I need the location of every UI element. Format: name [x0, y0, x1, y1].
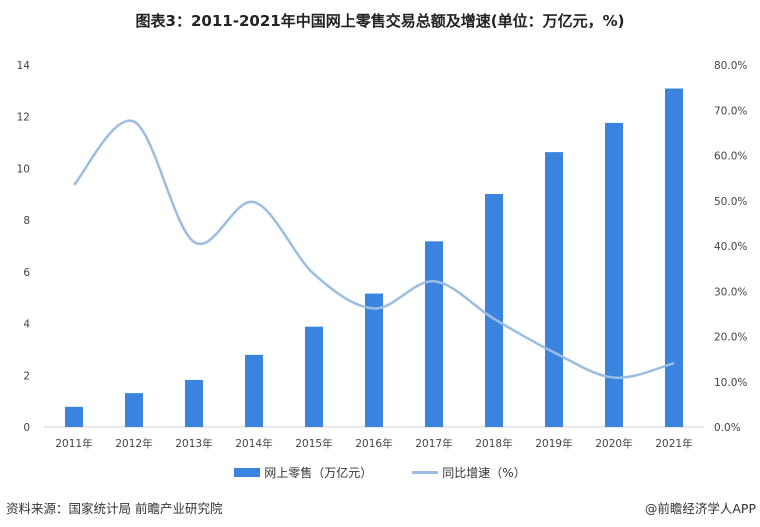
- x-axis-tick: 2016年: [355, 437, 392, 450]
- bar-2020年: [605, 122, 623, 428]
- brand-note: @前瞻经济学人APP: [644, 501, 756, 516]
- left-axis-tick: 4: [23, 319, 30, 331]
- bar-2019年: [545, 152, 563, 428]
- bar-2012年: [125, 393, 143, 427]
- bar-2015年: [305, 326, 323, 427]
- left-axis-tick: 12: [17, 112, 30, 124]
- x-axis-tick: 2019年: [535, 437, 572, 450]
- legend: 网上零售（万亿元） 同比增速（%）: [0, 464, 760, 481]
- x-axis-tick: 2013年: [175, 437, 212, 450]
- legend-label-line: 同比增速（%）: [442, 466, 526, 480]
- legend-item-line: 同比增速（%）: [412, 464, 526, 481]
- right-axis-tick: 60.0%: [714, 151, 747, 163]
- chart: 0 2 4 6 8 10 12 14 0.0% 10.0% 20.0% 30.0% 40.0% 50.0%…: [17, 60, 748, 450]
- left-axis-tick: 0: [23, 422, 30, 434]
- bar-2013年: [185, 379, 203, 427]
- source-note: 资料来源：国家统计局 前瞻产业研究院: [6, 501, 223, 516]
- x-axis-tick: 2015年: [295, 437, 332, 450]
- bar-2018年: [485, 194, 503, 427]
- x-axis-tick: 2017年: [415, 437, 452, 450]
- right-axis-tick: 20.0%: [714, 332, 747, 344]
- legend-item-bar: 网上零售（万亿元）: [234, 464, 372, 481]
- legend-label-bar: 网上零售（万亿元）: [264, 466, 373, 480]
- right-axis-tick: 40.0%: [714, 241, 747, 253]
- bar-2016年: [365, 293, 383, 427]
- left-axis-tick: 8: [23, 215, 30, 227]
- x-axis-tick: 2018年: [475, 437, 512, 450]
- bar-2014年: [245, 354, 263, 427]
- bar-2017年: [425, 241, 443, 427]
- x-axis-tick: 2011年: [55, 437, 92, 450]
- left-axis-tick: 10: [17, 163, 30, 175]
- right-axis-tick: 70.0%: [714, 105, 747, 117]
- x-axis-tick: 2012年: [115, 437, 152, 450]
- right-axis-tick: 30.0%: [714, 286, 747, 298]
- x-axis-tick: 2021年: [655, 437, 692, 450]
- right-axis-tick: 80.0%: [714, 60, 747, 72]
- bar-2021年: [665, 88, 683, 427]
- growth-rate-line: [73, 119, 675, 379]
- left-axis-tick: 6: [23, 267, 30, 279]
- right-axis-tick: 0.0%: [714, 422, 741, 434]
- chart-title: 图表3：2011-2021年中国网上零售交易总额及增速(单位：万亿元，%): [135, 12, 625, 30]
- legend-swatch-bar: [234, 468, 261, 477]
- right-axis-tick: 50.0%: [714, 196, 747, 208]
- bar-2011年: [65, 406, 83, 427]
- x-axis-tick: 2020年: [595, 437, 632, 450]
- x-axis-tick: 2014年: [235, 437, 272, 450]
- right-axis-tick: 10.0%: [714, 377, 747, 389]
- left-axis-tick: 2: [23, 370, 30, 382]
- legend-swatch-line: [412, 471, 439, 474]
- left-axis-tick: 14: [17, 60, 31, 72]
